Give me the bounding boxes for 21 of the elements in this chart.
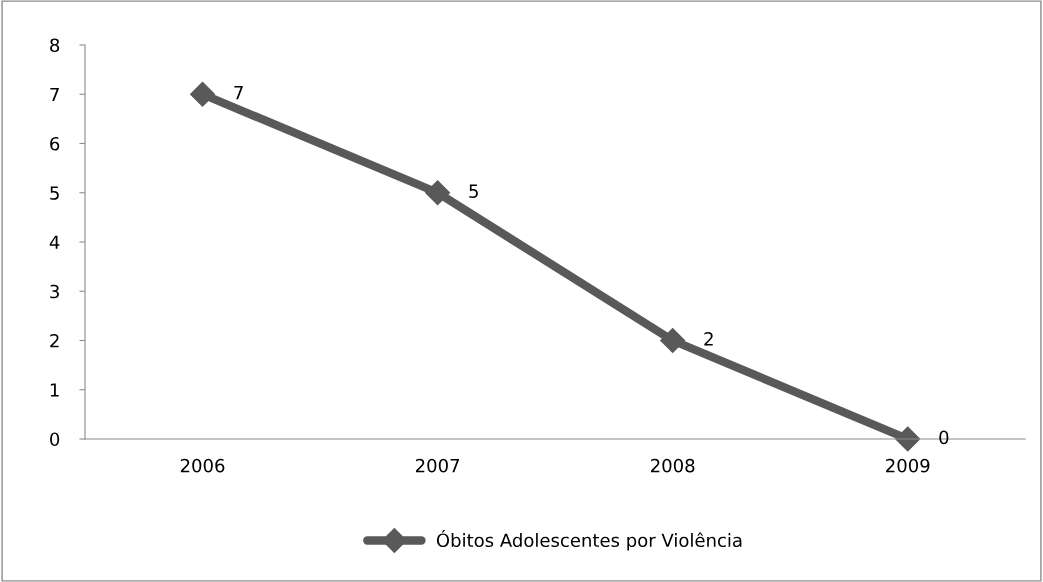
data-label: 0: [939, 430, 949, 445]
data-label: 7: [234, 86, 243, 100]
y-tick-label: 5: [50, 186, 59, 200]
data-label: 5: [469, 184, 478, 198]
y-tick-label: 3: [50, 284, 59, 299]
x-tick-label: 2008: [651, 458, 695, 473]
x-tick-label: 2007: [415, 458, 460, 473]
x-tick-label: 2006: [180, 458, 225, 473]
data-label: 2: [704, 332, 713, 346]
y-tick-label: 8: [50, 38, 60, 53]
point: [190, 81, 216, 107]
y-tick-label: 2: [50, 333, 59, 348]
y-tick-label: 0: [50, 432, 60, 447]
point: [425, 180, 451, 206]
x-tick-label: 2009: [886, 458, 930, 473]
point: [660, 328, 686, 353]
legend-label: Óbitos Adolescentes por Violência: [436, 530, 742, 551]
y-tick-label: 4: [49, 235, 60, 249]
y-tick-label: 6: [50, 136, 60, 151]
y-tick-label: 7: [50, 87, 59, 102]
y-tick-label: 1: [50, 383, 59, 397]
